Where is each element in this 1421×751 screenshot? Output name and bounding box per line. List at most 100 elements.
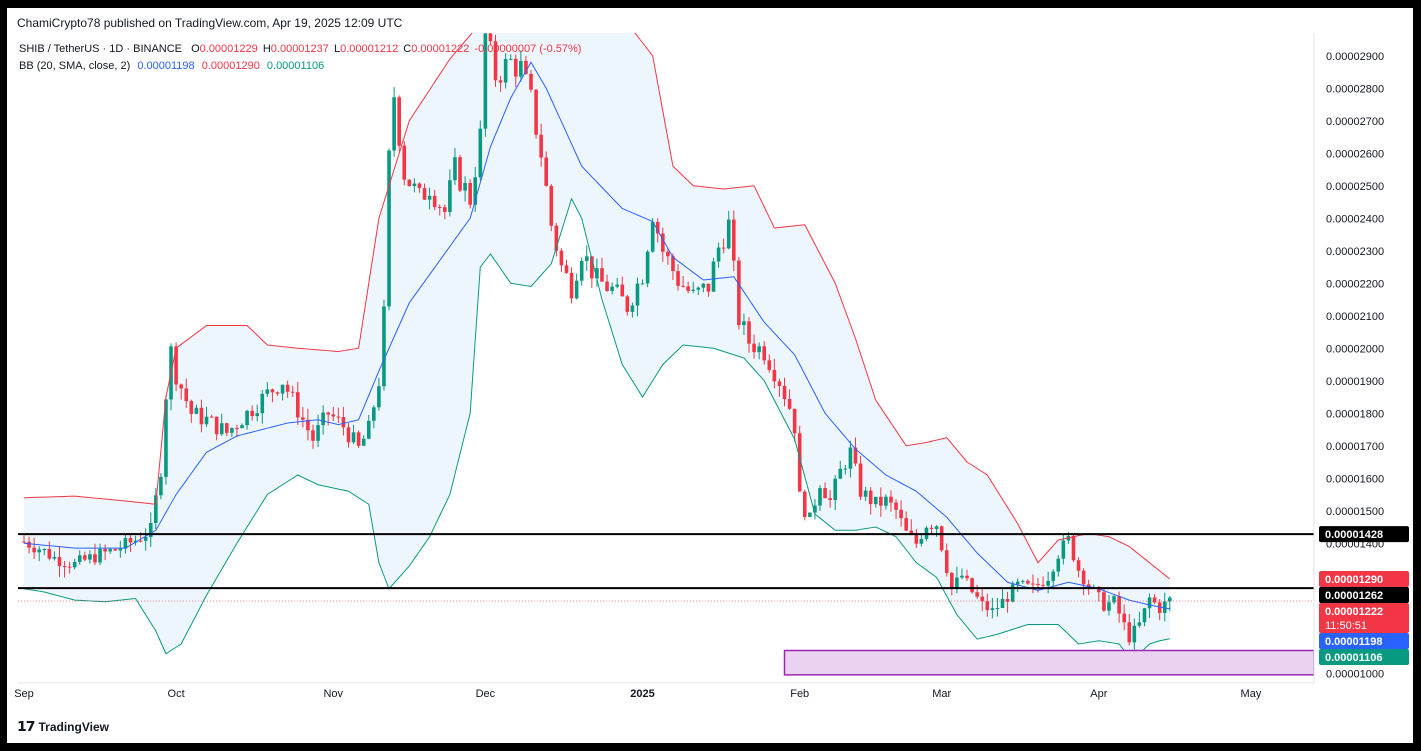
low-value: 0.00001212 xyxy=(340,43,399,55)
candle-body xyxy=(458,157,462,191)
candle xyxy=(747,316,751,353)
candle-body xyxy=(1020,580,1025,582)
candle xyxy=(468,178,472,209)
candle-body xyxy=(767,360,772,370)
candle-body xyxy=(437,207,442,209)
candle xyxy=(225,422,229,437)
candle-body xyxy=(858,463,863,497)
candle-body xyxy=(422,188,427,200)
candle xyxy=(650,218,655,253)
candle xyxy=(929,524,934,535)
candle-body xyxy=(159,476,163,496)
candle-body xyxy=(290,391,295,393)
candle xyxy=(818,485,822,511)
candle-body xyxy=(701,283,706,288)
candle xyxy=(757,342,761,360)
candle xyxy=(843,464,848,475)
price-tag: 0.00001262 xyxy=(1319,587,1409,603)
candle-body xyxy=(341,417,346,428)
candle xyxy=(443,204,447,220)
candle xyxy=(762,341,767,365)
candle xyxy=(549,184,554,232)
candle-body xyxy=(199,407,204,425)
candle xyxy=(716,242,721,268)
candle-body xyxy=(326,412,330,415)
candle-body xyxy=(468,182,472,205)
candle-body xyxy=(52,556,57,559)
candle xyxy=(356,430,361,449)
candle-body xyxy=(453,157,457,181)
candle xyxy=(32,537,36,560)
candle-body xyxy=(311,430,315,441)
candle-body xyxy=(37,549,42,553)
candle-body xyxy=(590,256,594,279)
candle xyxy=(919,534,924,547)
candle xyxy=(772,358,777,389)
candle xyxy=(270,388,275,403)
candle xyxy=(732,210,736,272)
candle-body xyxy=(1000,599,1005,608)
candle-body xyxy=(1086,584,1091,588)
candle xyxy=(1157,599,1162,621)
bb-label[interactable]: BB (20, SMA, close, 2) xyxy=(19,60,131,72)
candle-body xyxy=(544,157,549,186)
candle xyxy=(463,176,467,202)
bb-basis-value: 0.00001198 xyxy=(137,60,195,72)
candle-body xyxy=(579,261,584,281)
price-tag-countdown: 11:50:51 xyxy=(1325,620,1367,632)
candle-body xyxy=(240,425,244,429)
candle xyxy=(838,460,843,479)
candle-body xyxy=(965,575,969,579)
candle-body xyxy=(802,491,807,517)
candle-body xyxy=(346,427,351,443)
candle-body xyxy=(950,572,954,589)
candle-body xyxy=(483,33,488,129)
candle-body xyxy=(600,268,604,282)
price-tag-box xyxy=(1319,526,1409,543)
candle-body xyxy=(635,283,640,306)
candle xyxy=(432,189,437,211)
candle-body xyxy=(412,183,417,187)
x-tick-label: Sep xyxy=(14,688,34,700)
candle-body xyxy=(42,549,47,551)
candle-body xyxy=(904,518,908,531)
candle-body xyxy=(757,346,761,353)
candle xyxy=(199,399,204,433)
tradingview-brand[interactable]: 𝟭𝟳 TradingView xyxy=(17,718,109,735)
candle xyxy=(407,179,412,187)
symbol-label[interactable]: SHIB / TetherUS · 1D · BINANCE xyxy=(19,43,183,55)
candle-body xyxy=(873,496,878,505)
candle xyxy=(564,259,569,274)
candle xyxy=(519,50,523,82)
price-tag-box xyxy=(1319,649,1409,665)
candle xyxy=(164,395,168,485)
candle-body xyxy=(1061,540,1066,559)
candle xyxy=(1020,579,1025,584)
candle-body xyxy=(230,428,234,433)
candle xyxy=(899,500,903,527)
candle-body xyxy=(1015,581,1020,585)
candle-body xyxy=(22,541,26,543)
candle-body xyxy=(331,414,336,417)
candle xyxy=(351,424,356,445)
candle xyxy=(894,499,898,519)
candle-body xyxy=(508,58,513,60)
candle xyxy=(143,528,148,551)
candle xyxy=(209,414,214,418)
candle-body xyxy=(737,260,741,326)
candle xyxy=(513,54,518,88)
candle xyxy=(909,519,914,536)
candle xyxy=(544,151,549,187)
candle-body xyxy=(1142,608,1147,623)
candle xyxy=(118,540,123,558)
candle-body xyxy=(975,592,979,597)
candle-body xyxy=(1102,592,1106,611)
open-label: O xyxy=(191,43,200,55)
candle-body xyxy=(666,251,670,257)
candle xyxy=(858,455,863,501)
candle xyxy=(280,384,285,401)
candle-body xyxy=(57,556,62,567)
candle-body xyxy=(792,408,797,434)
candle-body xyxy=(377,386,381,408)
